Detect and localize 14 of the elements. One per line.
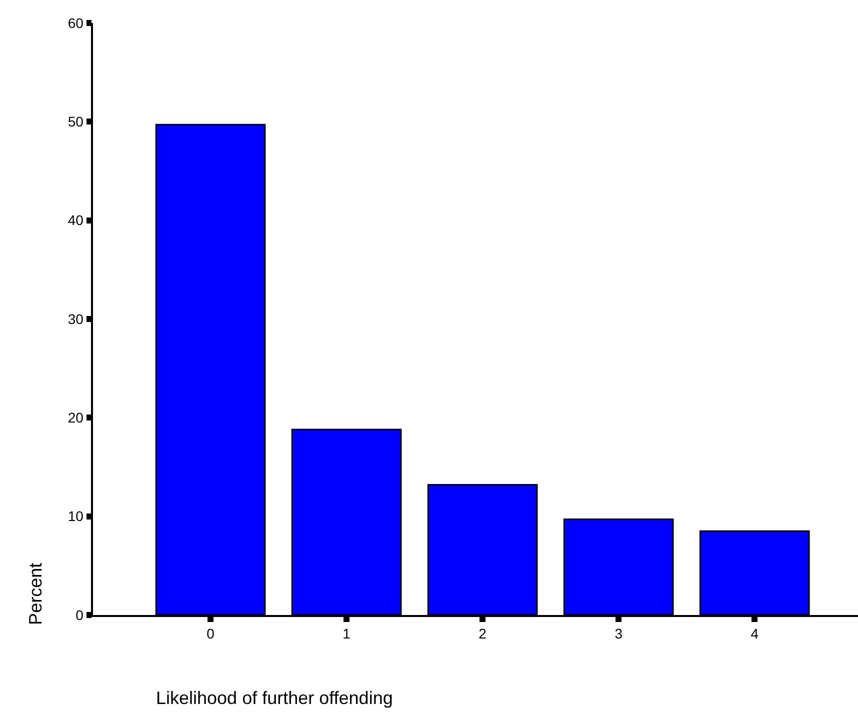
y-tick-label: 20 [68,410,84,426]
y-axis-title: Percent [25,562,46,625]
x-tick-label: 4 [750,626,759,642]
x-tick-label: 3 [614,626,623,642]
y-tick-label: 50 [68,114,84,130]
x-axis-title: Likelihood of further offending [156,688,393,708]
y-tick-label: 30 [68,310,84,327]
x-tick-label: 0 [206,626,215,642]
y-tick-label: 60 [68,14,84,31]
x-tick-label: 1 [342,626,351,642]
x-tick-label: 2 [478,626,487,642]
y-tick-label: 40 [68,212,84,228]
y-tick-label: 10 [68,508,84,524]
y-tick-label: 0 [76,606,84,623]
